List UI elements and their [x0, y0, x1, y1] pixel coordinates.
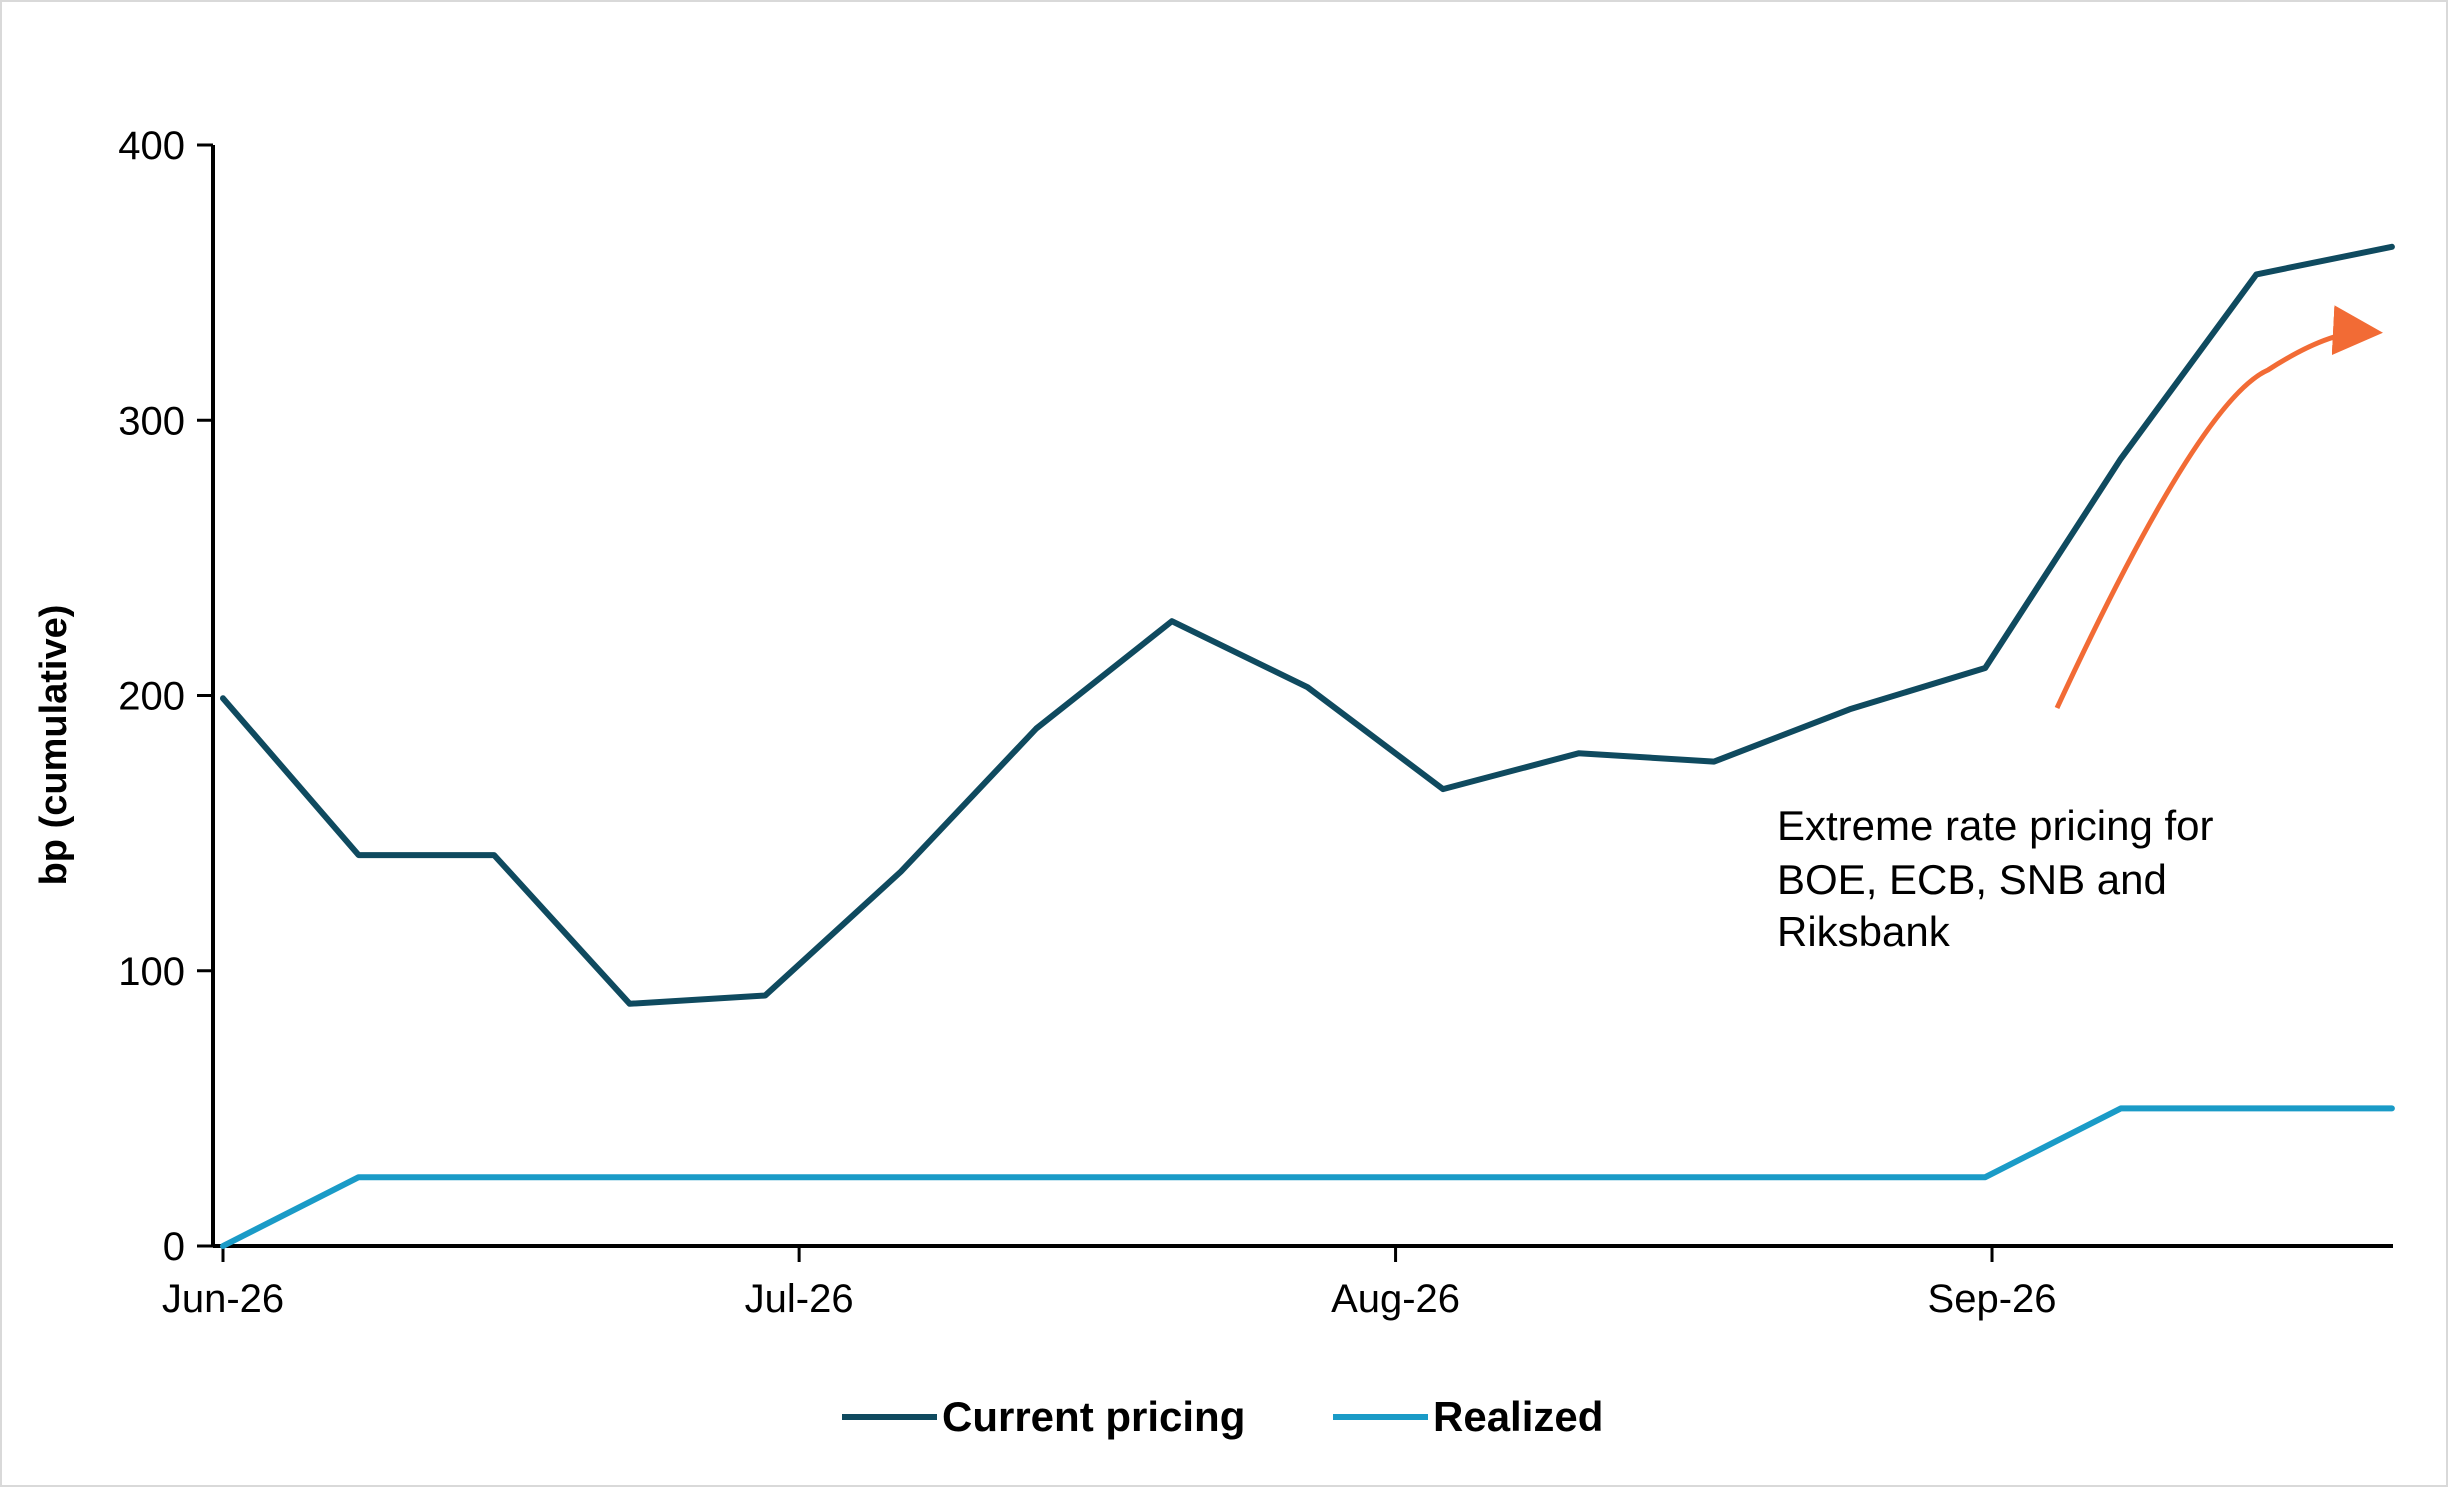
x-axis: Jun-26 Jul-26 Aug-26 Sep-26	[162, 1244, 2393, 1321]
x-tick-label: Jun-26	[162, 1277, 284, 1321]
y-axis: 0 100 200 300 400	[118, 124, 215, 1269]
y-tick-label: 300	[118, 399, 185, 443]
y-tick-label: 200	[118, 675, 185, 719]
annotation-line-1: Extreme rate pricing for	[1777, 802, 2214, 849]
legend-label-current-pricing: Current pricing	[942, 1393, 1245, 1440]
y-tick-label: 100	[118, 950, 185, 994]
annotation-line-3: Riksbank	[1777, 908, 1951, 955]
y-tick-label: 400	[118, 124, 185, 168]
annotation-line-2: BOE, ECB, SNB and	[1777, 856, 2167, 903]
legend: Current pricing Realized	[842, 1393, 1603, 1440]
series-layer	[220, 243, 2395, 1249]
x-tick-label: Jul-26	[745, 1277, 854, 1321]
legend-label-realized: Realized	[1433, 1393, 1603, 1440]
x-tick-label: Aug-26	[1331, 1277, 1460, 1321]
x-tick-label: Sep-26	[1928, 1277, 2057, 1321]
series-line-current-pricing	[220, 243, 2395, 1007]
y-tick-label: 0	[163, 1225, 185, 1269]
annotation: Extreme rate pricing for BOE, ECB, SNB a…	[1777, 305, 2383, 955]
series-line-realized	[220, 1105, 2395, 1249]
trend-arrow	[2054, 305, 2383, 710]
y-axis-title: bp (cumulative)	[33, 605, 75, 886]
